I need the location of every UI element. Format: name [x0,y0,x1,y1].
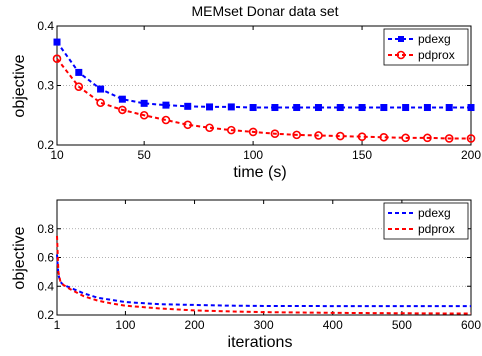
chart-1-legend-box [383,28,469,66]
chart-1-legend-marker-pdprox [396,50,406,60]
chart-2-series-pdexg-line [56,254,471,308]
chart-1-point-pdprox [379,132,389,142]
chart-2-ytick-label: 0.2 [37,308,54,322]
chart-1-xtick-label: 50 [137,148,151,162]
chart-1-point-pdprox [118,105,127,115]
chart-1-point-pdexg [206,103,214,111]
chart-2-series-pdprox-line [56,235,472,315]
chart-1-point-pdprox [52,54,62,64]
chart-2-xtick-label: 300 [254,318,274,332]
chart-1-point-pdprox [401,133,410,143]
chart-1-point-pdexg [358,104,366,112]
chart-1-point-pdprox [227,125,236,135]
chart-2-xlabel: iterations [228,334,293,351]
chart-time: 10 50 100 150 200 0.2 0.3 0.4 pdexg pdprox [37,19,481,162]
chart-1-point-pdexg [249,104,257,112]
chart-1-point-pdexg [271,104,279,112]
chart-1-point-pdexg [314,104,322,112]
chart-1-ytick-label: 0.3 [37,79,54,93]
chart-1-point-pdexg [118,95,126,103]
chart-1-point-pdexg [467,104,475,112]
chart-1-point-pdprox [139,110,149,120]
chart-2-xtick-label: 600 [461,318,481,332]
chart-1-point-pdprox [335,131,345,141]
chart-1-title: MEMset Donar data set [191,3,338,19]
chart-2-xtick-label: 200 [185,318,205,332]
chart-1-point-pdexg [140,99,148,107]
chart-1-xtick-label: 10 [50,148,64,162]
chart-2-ytick-label: 0.4 [37,279,54,293]
chart-1-point-pdexg [53,38,61,46]
chart-1-point-pdexg [445,104,453,112]
chart-1-point-pdprox [161,115,171,125]
chart-2-legend-label-pdexg: pdexg [418,206,451,220]
chart-1-legend-label-pdprox: pdprox [418,48,455,62]
chart-1-series-pdexg-line [56,41,471,109]
chart-1-xtick-label: 150 [352,148,372,162]
chart-1-xtick-label: 200 [461,148,481,162]
chart-1-legend-marker-pdexg [398,36,404,42]
chart-2-legend-box [383,202,469,240]
chart-1-point-pdprox [96,98,105,108]
chart-1-point-pdexg [162,101,170,109]
chart-1-point-pdprox [357,132,367,141]
chart-1-xlabel: time (s) [233,164,286,181]
chart-2-xtick-label: 400 [323,318,343,332]
chart-2-xtick-label: 500 [392,318,412,332]
chart-2-ylabel: objective [11,226,28,289]
chart-1-point-pdprox [314,131,323,140]
chart-1-point-pdexg [402,104,410,112]
chart-1-point-pdprox [183,120,193,130]
chart-1-point-pdprox [270,129,280,138]
chart-1-point-pdexg [227,103,235,111]
chart-2-ytick-label: 0.6 [37,251,54,265]
chart-2-ytick-label: 0.8 [37,222,54,236]
chart-1-point-pdprox [466,134,476,143]
chart-1-point-pdprox [423,133,432,143]
chart-1-point-pdexg [75,68,83,76]
chart-1-xtick-label: 100 [243,148,263,162]
chart-2-xtick-label: 100 [115,318,135,332]
chart-1-point-pdexg [380,104,388,112]
chart-1-point-pdexg [423,104,431,112]
chart-2-xtick-label: 1 [54,318,61,332]
chart-2-legend-label-pdprox: pdprox [418,222,455,236]
chart-1-ytick-label: 0.2 [37,138,54,152]
chart-1-ytick-label: 0.4 [37,19,54,33]
chart-1-point-pdprox [248,127,258,137]
chart-1-point-pdexg [97,85,105,93]
chart-1-point-pdprox [74,82,84,91]
chart-1-point-pdprox [444,134,454,143]
chart-1-point-pdexg [336,104,344,112]
chart-1-point-pdprox [205,123,214,133]
chart-1-point-pdexg [184,102,192,110]
chart-1-point-pdexg [293,104,301,112]
chart-1-point-pdprox [292,130,301,140]
chart-1-ylabel: objective [11,54,28,117]
chart-1-legend-label-pdexg: pdexg [418,32,451,46]
chart-iterations: 1 100 200 300 400 500 600 0.2 0.4 0.6 0.8 pdexg pdpr… [37,199,481,332]
